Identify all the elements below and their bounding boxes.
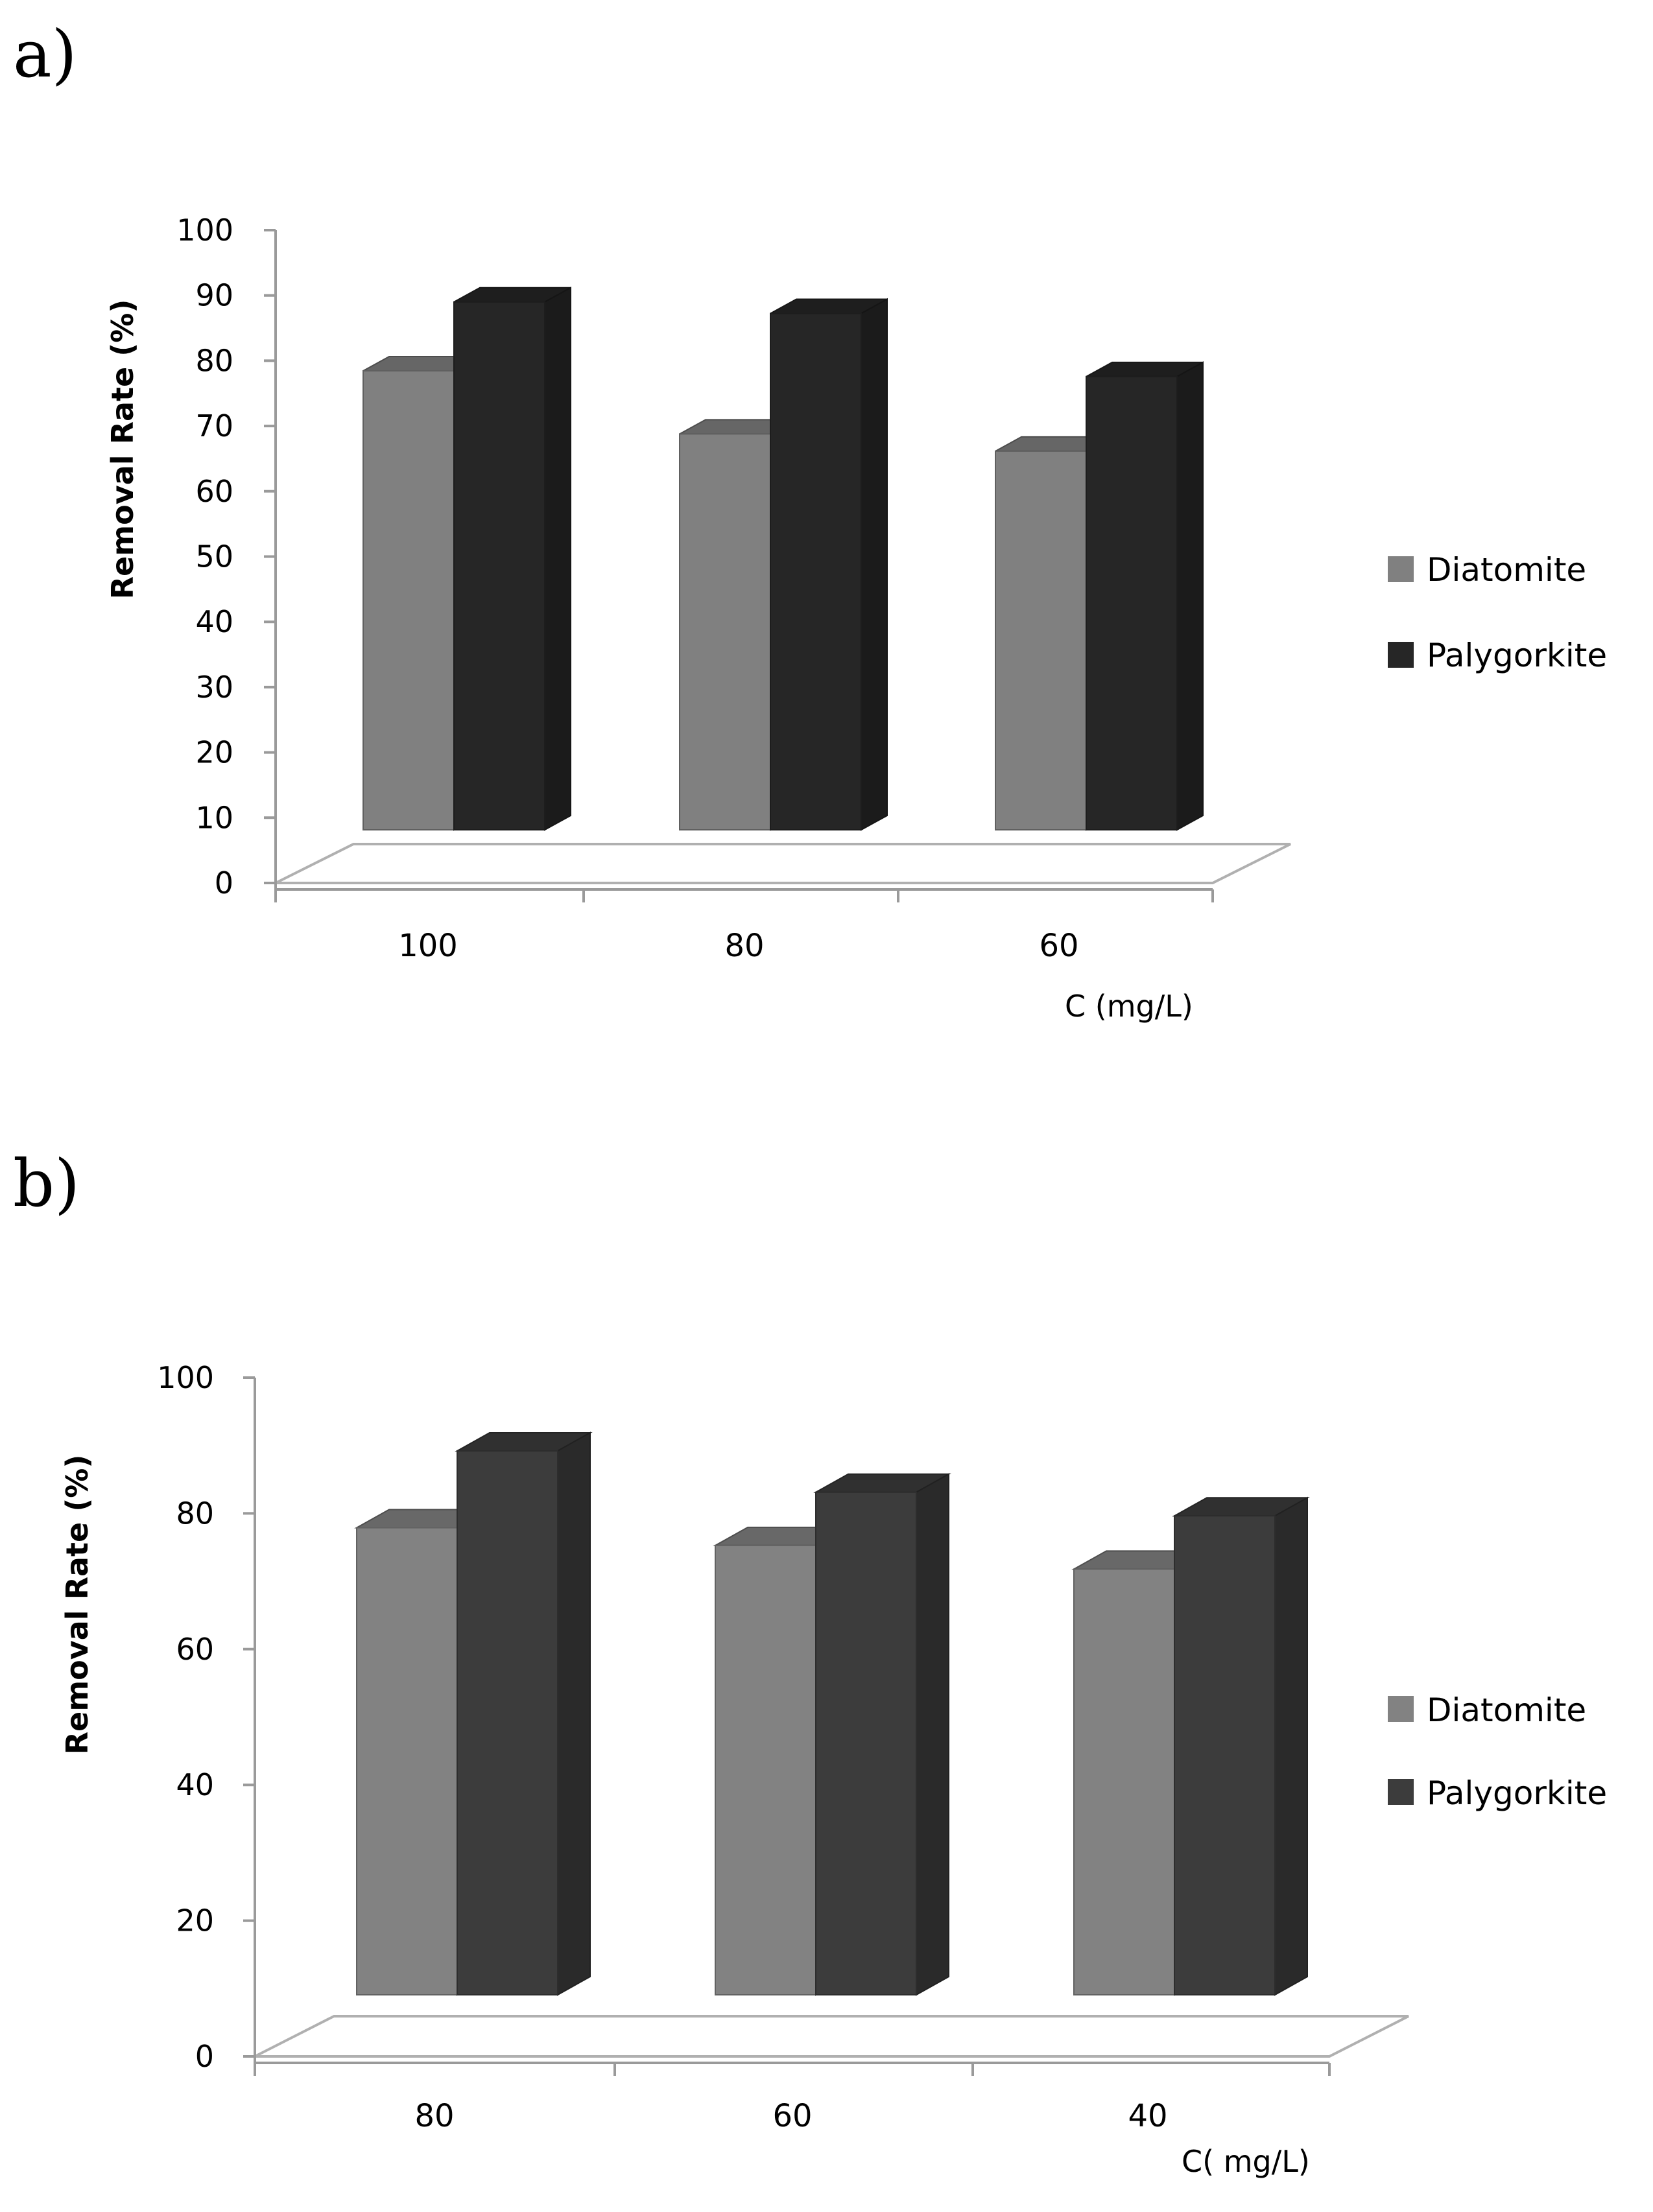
chart-a: a) 0 10 20 30 40 50 60 70 80 90 100 100 80 60 Remova… — [13, 16, 1607, 1024]
bar-side-face — [1176, 361, 1204, 831]
legend-label-diatomite-b: Diatomite — [1427, 1691, 1586, 1729]
chart-a-y-tick-label: 20 — [195, 735, 233, 770]
chart-a-y-tick-label: 60 — [195, 474, 233, 509]
bar-palygorkite-60 — [1086, 361, 1204, 831]
chart-b-y-axis-label: Removal Rate (%) — [60, 1455, 95, 1755]
bar-palygorkite-60 — [813, 1473, 951, 1996]
bar-front-face — [453, 301, 545, 830]
bar-front-face — [715, 1544, 816, 1995]
chart-a-bars — [363, 287, 1204, 831]
legend-label-palygorkite-a: Palygorkite — [1427, 637, 1607, 674]
chart-b-category-label: 40 — [1128, 2098, 1167, 2134]
legend-swatch-diatomite-a — [1388, 556, 1414, 582]
chart-a-y-tick-label: 100 — [176, 213, 233, 248]
chart-a-floor — [275, 843, 1291, 884]
chart-b-floor-plane — [254, 2015, 1409, 2058]
chart-a-y-tick-label: 80 — [195, 343, 233, 378]
chart-a-y-tick-label: 70 — [195, 408, 233, 443]
bar-palygorkite-80 — [770, 298, 888, 831]
chart-a-y-axis-label: Removal Rate (%) — [105, 300, 140, 600]
chart-b-y-tick-label: 40 — [176, 1767, 214, 1802]
chart-a-y-tick-label: 30 — [195, 670, 233, 705]
chart-a-category-label: 80 — [724, 928, 764, 964]
bar-front-face — [1086, 375, 1178, 830]
bar-front-face — [770, 312, 862, 830]
chart-b-y-tick-label: 20 — [176, 1903, 214, 1938]
chart-a-y-tick-label: 10 — [195, 800, 233, 835]
panel-label-b: b) — [13, 1146, 80, 1221]
chart-a-category-label: 100 — [398, 928, 458, 964]
legend-swatch-palygorkite-a — [1388, 642, 1414, 668]
chart-b-y-tick-label: 0 — [195, 2039, 214, 2074]
legend-label-diatomite-a: Diatomite — [1427, 551, 1586, 589]
chart-b-legend: Diatomite Palygorkite — [1388, 1691, 1607, 1812]
chart-b-y-tick-label: 80 — [176, 1496, 214, 1531]
chart-b-x-axis-label: C( mg/L) — [1182, 2144, 1310, 2179]
bar-palygorkite-80 — [455, 1431, 593, 1996]
chart-a-y-ticks: 0 10 20 30 40 50 60 70 80 90 100 — [176, 213, 276, 900]
chart-b-y-tick-label: 60 — [176, 1632, 214, 1667]
bar-side-face — [861, 298, 888, 831]
chart-b-category-label: 60 — [772, 2098, 812, 2134]
bar-side-face — [1274, 1496, 1308, 1996]
bar-palygorkite-40 — [1172, 1496, 1310, 1996]
bar-front-face — [1174, 1515, 1276, 1995]
bar-side-face — [916, 1473, 949, 1996]
bar-side-face — [544, 287, 571, 831]
chart-a-legend: Diatomite Palygorkite — [1388, 551, 1607, 674]
chart-b-bars — [354, 1431, 1310, 1996]
chart-b-axes — [254, 1378, 1331, 2076]
chart-a-x-axis-label: C (mg/L) — [1065, 989, 1193, 1024]
chart-b-x-categories: 80 60 40 — [414, 2098, 1167, 2134]
legend-swatch-diatomite-b — [1388, 1696, 1414, 1722]
chart-a-axes — [274, 230, 1214, 902]
bar-front-face — [995, 450, 1087, 830]
bar-front-face — [1073, 1568, 1175, 1996]
bar-palygorkite-100 — [453, 287, 571, 831]
chart-a-x-categories: 100 80 60 — [398, 928, 1078, 964]
chart-a-y-tick-label: 50 — [195, 539, 233, 574]
chart-a-floor-plane — [275, 843, 1291, 884]
legend-label-palygorkite-b: Palygorkite — [1427, 1774, 1607, 1812]
bar-front-face — [457, 1450, 558, 1995]
bar-side-face — [557, 1431, 591, 1996]
chart-b-y-tick-label: 100 — [157, 1360, 214, 1395]
bar-front-face — [679, 433, 771, 830]
chart-b-floor — [254, 2015, 1409, 2058]
chart-a-category-label: 60 — [1039, 928, 1078, 964]
legend-swatch-palygorkite-b — [1388, 1779, 1414, 1805]
chart-a-y-tick-label: 40 — [195, 604, 233, 639]
chart-b-category-label: 80 — [414, 2098, 454, 2134]
chart-a-y-tick-label: 90 — [195, 278, 233, 313]
bar-front-face — [815, 1491, 917, 1996]
chart-a-y-tick-label: 0 — [215, 865, 233, 900]
panel-label-a: a) — [13, 16, 77, 92]
bar-front-face — [363, 370, 455, 830]
chart-b-y-ticks: 0 20 40 60 80 100 — [157, 1360, 255, 2074]
bar-front-face — [356, 1527, 458, 1995]
